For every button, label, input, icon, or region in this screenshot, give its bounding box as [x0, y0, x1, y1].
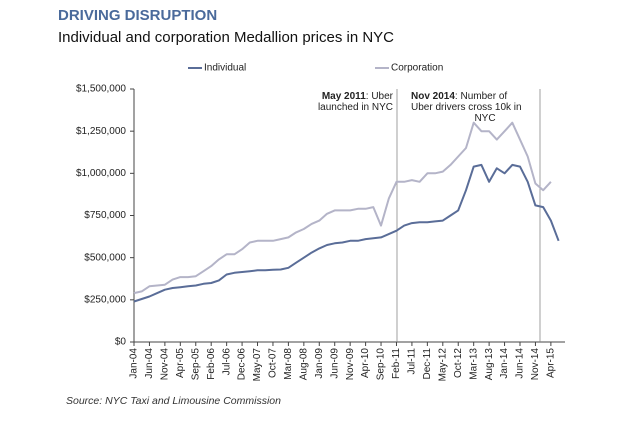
annotation-text: Uber drivers cross 10k in: [411, 102, 522, 113]
x-tick-label: Dec-06: [237, 348, 248, 381]
x-tick-label: Apr-10: [360, 348, 371, 378]
x-tick-label: Jun-04: [144, 348, 155, 379]
x-tick-label: Oct-07: [268, 348, 279, 378]
y-tick-label: $500,000: [84, 252, 126, 263]
x-tick-label: Feb-06: [206, 348, 217, 380]
x-tick-label: Jan-14: [499, 348, 510, 379]
legend-label: Corporation: [391, 63, 443, 74]
x-tick-label: Aug-08: [298, 348, 309, 381]
y-tick-label: $750,000: [84, 210, 126, 221]
x-tick-label: Jan-09: [314, 348, 325, 379]
x-tick-label: Jun-14: [515, 348, 526, 379]
x-tick-label: Oct-12: [453, 348, 464, 378]
annotation-label: Nov 2014: [411, 91, 455, 102]
x-tick-label: Mar-13: [468, 348, 479, 380]
x-tick-label: May-07: [252, 348, 263, 382]
x-tick-label: Jun-09: [329, 348, 340, 379]
y-tick-label: $1,500,000: [76, 84, 126, 95]
x-tick-label: Apr-15: [546, 348, 557, 378]
x-tick-label: Jan-04: [129, 348, 140, 379]
x-tick-label: Mar-08: [283, 348, 294, 380]
annotation: NYC: [474, 113, 495, 124]
annotation: May 2011: Uber: [322, 91, 394, 102]
x-tick-label: Dec-11: [422, 348, 433, 380]
legend-label: Individual: [204, 63, 246, 74]
y-tick-label: $250,000: [84, 294, 126, 305]
x-tick-label: May-12: [437, 348, 448, 382]
chart-header: DRIVING DISRUPTION: [58, 7, 217, 24]
y-tick-label: $1,000,000: [76, 168, 126, 179]
annotation-text: NYC: [474, 113, 495, 124]
y-tick-label: $1,250,000: [76, 126, 126, 137]
annotation-label: May 2011: [322, 91, 366, 102]
x-tick-label: Nov-04: [160, 348, 171, 381]
source: Source: NYC Taxi and Limousine Commissio…: [66, 395, 281, 407]
annotation-text: launched in NYC: [318, 102, 393, 113]
annotation: Nov 2014: Number of: [411, 91, 507, 102]
annotation-text: : Number of: [455, 91, 507, 102]
y-tick-label: $0: [115, 337, 127, 348]
chart-title: Individual and corporation Medallion pri…: [58, 29, 394, 46]
x-tick-label: Feb-11: [391, 348, 402, 379]
x-tick-label: Apr-05: [175, 348, 186, 378]
annotation-text: : Uber: [366, 91, 394, 102]
x-tick-label: Jul-11: [407, 348, 418, 375]
line-series: [133, 121, 552, 295]
x-tick-label: Nov-14: [530, 348, 541, 381]
annotation: Uber drivers cross 10k in: [411, 102, 522, 113]
x-tick-label: Nov-09: [345, 348, 356, 381]
annotation: launched in NYC: [318, 102, 393, 113]
x-tick-label: Sep-10: [376, 348, 387, 381]
line-series: [133, 163, 560, 303]
x-tick-label: Sep-05: [190, 348, 201, 381]
x-tick-label: Aug-13: [484, 348, 495, 381]
x-tick-label: Jul-06: [221, 348, 232, 376]
